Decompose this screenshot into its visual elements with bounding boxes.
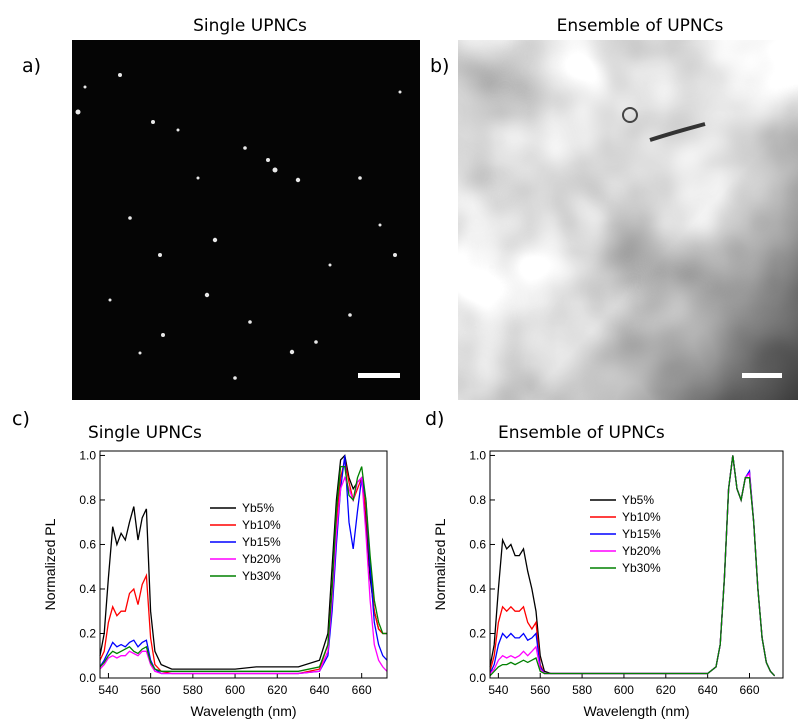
panel-label: a) <box>22 55 41 77</box>
x-tick-label: 660 <box>352 683 372 697</box>
y-tick-label: 1.0 <box>469 448 486 462</box>
y-tick-label: 0.0 <box>79 671 96 685</box>
x-tick-label: 600 <box>225 683 245 697</box>
panel-title: Single UPNCs <box>193 16 307 36</box>
y-tick-label: 0.6 <box>469 537 486 551</box>
y-tick-label: 0.8 <box>469 493 486 507</box>
x-tick-label: 580 <box>183 683 203 697</box>
x-tick-label: 640 <box>309 683 329 697</box>
y-tick-label: 0.2 <box>79 626 96 640</box>
spectrum-line <box>489 455 776 677</box>
legend-label: Yb5% <box>242 501 274 515</box>
x-tick-label: 580 <box>572 683 592 697</box>
x-axis-label: Wavelength (nm) <box>190 703 296 719</box>
y-tick-label: 0.4 <box>469 582 486 596</box>
y-tick-label: 0.0 <box>469 671 486 685</box>
x-axis-label: Wavelength (nm) <box>583 703 689 719</box>
x-tick-label: 640 <box>698 683 718 697</box>
chart-title: Single UPNCs <box>88 423 202 443</box>
legend-label: Yb5% <box>622 493 654 507</box>
plot-frame <box>99 450 388 679</box>
y-axis-label: Normalized PL <box>42 518 58 610</box>
y-tick-label: 0.6 <box>79 537 96 551</box>
legend-label: Yb15% <box>242 535 281 549</box>
legend-label: Yb10% <box>622 510 661 524</box>
y-tick-label: 0.8 <box>79 493 96 507</box>
x-tick-label: 560 <box>141 683 161 697</box>
panel-label: c) <box>12 408 30 430</box>
legend-label: Yb20% <box>242 552 281 566</box>
panel-label: b) <box>430 55 449 77</box>
y-axis-label: Normalized PL <box>432 518 448 610</box>
legend-label: Yb10% <box>242 518 281 532</box>
x-tick-label: 540 <box>488 683 508 697</box>
legend-label: Yb30% <box>242 569 281 583</box>
y-tick-label: 0.2 <box>469 626 486 640</box>
legend-label: Yb30% <box>622 561 661 575</box>
legend-label: Yb15% <box>622 527 661 541</box>
plot-frame <box>489 450 784 679</box>
x-tick-label: 620 <box>267 683 287 697</box>
spectrum-line <box>99 465 387 672</box>
spectrum-line <box>99 475 388 675</box>
panel-title: Ensemble of UPNCs <box>557 16 724 36</box>
x-tick-label: 600 <box>614 683 634 697</box>
x-tick-label: 620 <box>656 683 676 697</box>
y-tick-label: 0.4 <box>79 582 96 596</box>
x-tick-label: 540 <box>98 683 118 697</box>
chart-title: Ensemble of UPNCs <box>498 423 665 443</box>
single-image <box>72 40 420 400</box>
panel-label: d) <box>425 408 444 430</box>
ensemble-image <box>458 40 798 400</box>
legend-label: Yb20% <box>622 544 661 558</box>
y-tick-label: 1.0 <box>79 448 96 462</box>
x-tick-label: 560 <box>530 683 550 697</box>
x-tick-label: 660 <box>739 683 759 697</box>
